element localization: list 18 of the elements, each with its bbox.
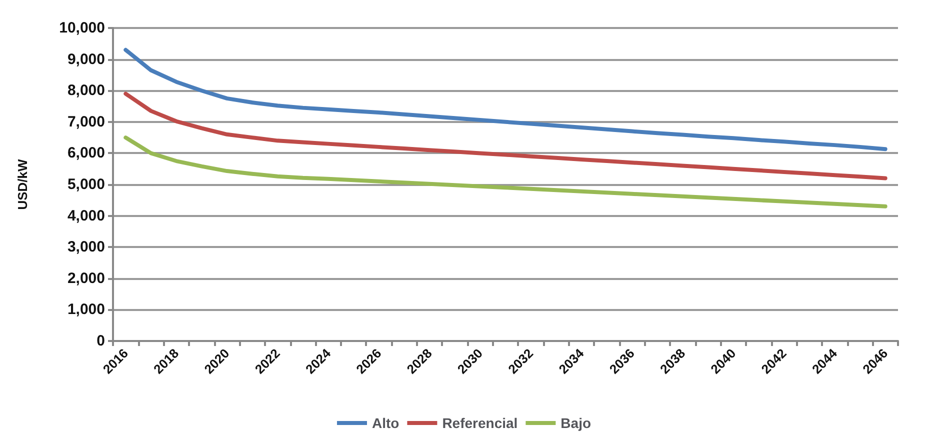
legend-label: Bajo xyxy=(560,415,592,431)
y-tick-label: 7,000 xyxy=(67,113,105,130)
legend-label: Referencial xyxy=(442,415,518,431)
line-series xyxy=(124,48,888,152)
y-tick-label: 6,000 xyxy=(67,144,105,162)
y-tick-label: 5,000 xyxy=(67,176,105,193)
line-series xyxy=(124,136,888,208)
legend-label: Alto xyxy=(372,415,400,431)
y-tick-label: 4,000 xyxy=(67,207,105,224)
y-tick-label: 1,000 xyxy=(67,301,105,318)
line-series xyxy=(124,92,888,180)
y-tick-label: 2,000 xyxy=(67,270,105,287)
y-tick-label: 3,000 xyxy=(67,238,105,256)
y-tick-label: 8,000 xyxy=(67,82,105,100)
y-tick-label: 10,000 xyxy=(59,20,105,36)
y-tick-label: 9,000 xyxy=(67,50,105,68)
y-axis-title: USD/kW xyxy=(15,158,30,210)
y-tick-label: 0 xyxy=(96,332,105,350)
